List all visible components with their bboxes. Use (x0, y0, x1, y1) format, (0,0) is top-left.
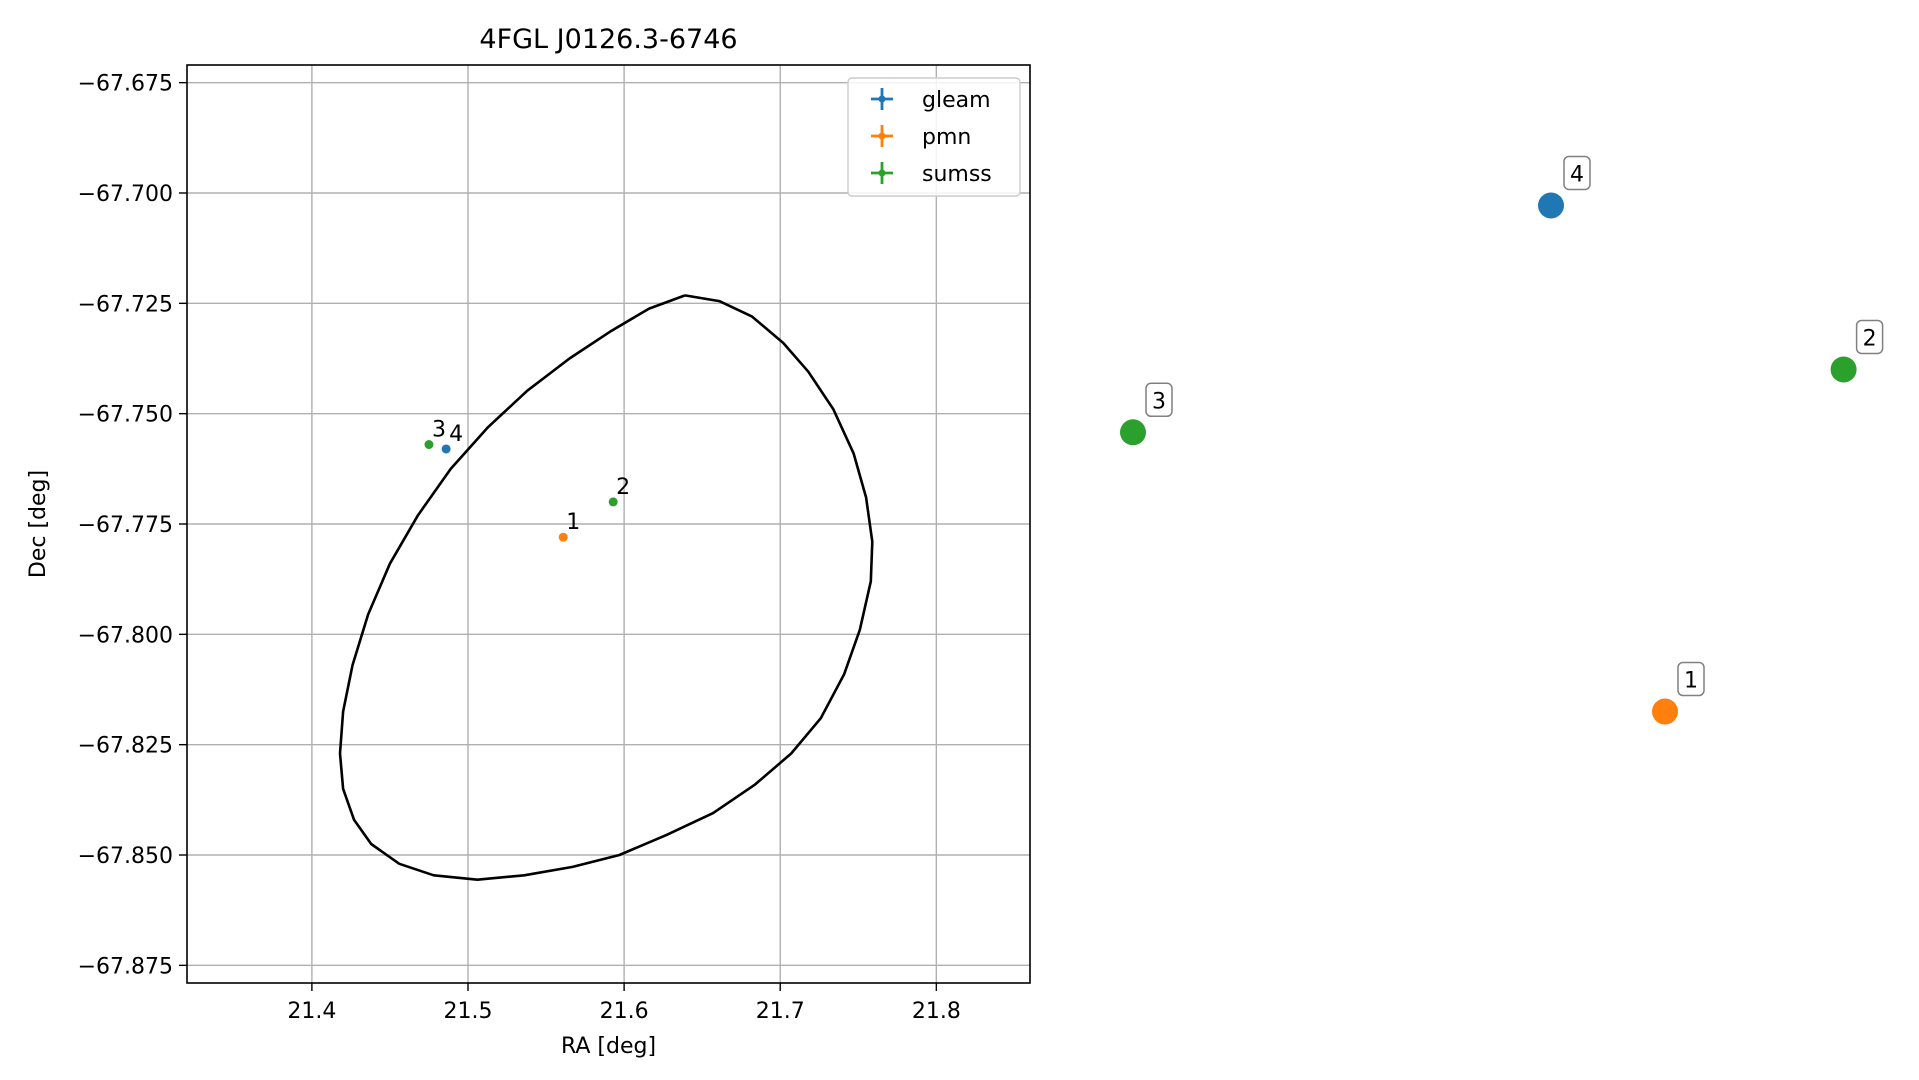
error-ellipse (338, 294, 874, 882)
data-point-label: 3 (432, 418, 446, 443)
panel-marker-label-box (1563, 155, 1591, 191)
panel-marker-label: 2 (1863, 326, 1877, 351)
legend-label-sumss: sumss (922, 162, 992, 187)
legend-label-pmn: pmn (922, 125, 971, 150)
panel-marker-sumss (1830, 356, 1857, 383)
tick-layer: 21.4 21.5 21.6 21.7 21.8 −67.675 −67.700 −67.72… (78, 72, 961, 1024)
panel-marker-label: 3 (1152, 389, 1166, 414)
data-point-gleam (441, 444, 451, 454)
panel-marker-pmn (1652, 698, 1678, 725)
x-tick-label: 21.6 (600, 999, 649, 1024)
panel-marker-label-box (1145, 382, 1173, 418)
point-layer: 4 1 3 2 (424, 418, 630, 542)
legend-marker-pmn (878, 132, 886, 140)
chart-title: 4FGL J0126.3-6746 (479, 24, 737, 55)
x-tick-label: 21.5 (444, 999, 493, 1024)
y-axis-label: Dec [deg] (26, 470, 51, 578)
y-tick-label: −67.775 (78, 513, 173, 538)
ellipse-layer (338, 294, 874, 882)
legend-marker-sumss (878, 169, 886, 177)
panel-marker-label-box (1677, 661, 1705, 697)
panel-marker-label: 1 (1684, 669, 1698, 694)
panel-marker-label-box (1855, 319, 1884, 355)
data-point-label: 2 (616, 475, 630, 500)
x-tick-label: 21.4 (287, 999, 336, 1024)
legend-box (847, 77, 1021, 197)
y-tick-label: −67.825 (78, 734, 173, 759)
y-tick-label: −67.875 (78, 954, 173, 979)
x-axis-label: RA [deg] (561, 1034, 656, 1059)
y-tick-label: −67.750 (78, 403, 173, 428)
legend: gleam pmn sumss (847, 77, 1021, 197)
legend-marker-gleam (878, 95, 886, 103)
x-tick-label: 21.7 (756, 999, 805, 1024)
panel-marker-gleam (1538, 192, 1564, 219)
y-tick-label: −67.700 (78, 182, 173, 207)
data-point-pmn (558, 532, 568, 542)
source-marker-panel: 1 2 3 4 (1120, 155, 1884, 725)
x-tick-label: 21.8 (912, 999, 961, 1024)
sky-position-plot: 4 1 3 2 21.4 21.5 21.6 21.7 21.8 −67.675 −67.700 −… (26, 24, 1031, 1059)
panel-marker-label: 4 (1570, 162, 1584, 187)
y-tick-label: −67.800 (78, 623, 173, 648)
data-point-label: 1 (566, 510, 580, 535)
legend-label-gleam: gleam (922, 88, 991, 113)
y-tick-label: −67.675 (78, 72, 173, 97)
data-point-sumss (608, 497, 618, 507)
panel-marker-sumss (1120, 419, 1146, 446)
y-tick-label: −67.850 (78, 844, 173, 869)
data-point-label: 4 (449, 422, 463, 447)
data-point-sumss (424, 440, 434, 450)
grid-lines (187, 65, 1030, 983)
y-tick-label: −67.725 (78, 292, 173, 317)
